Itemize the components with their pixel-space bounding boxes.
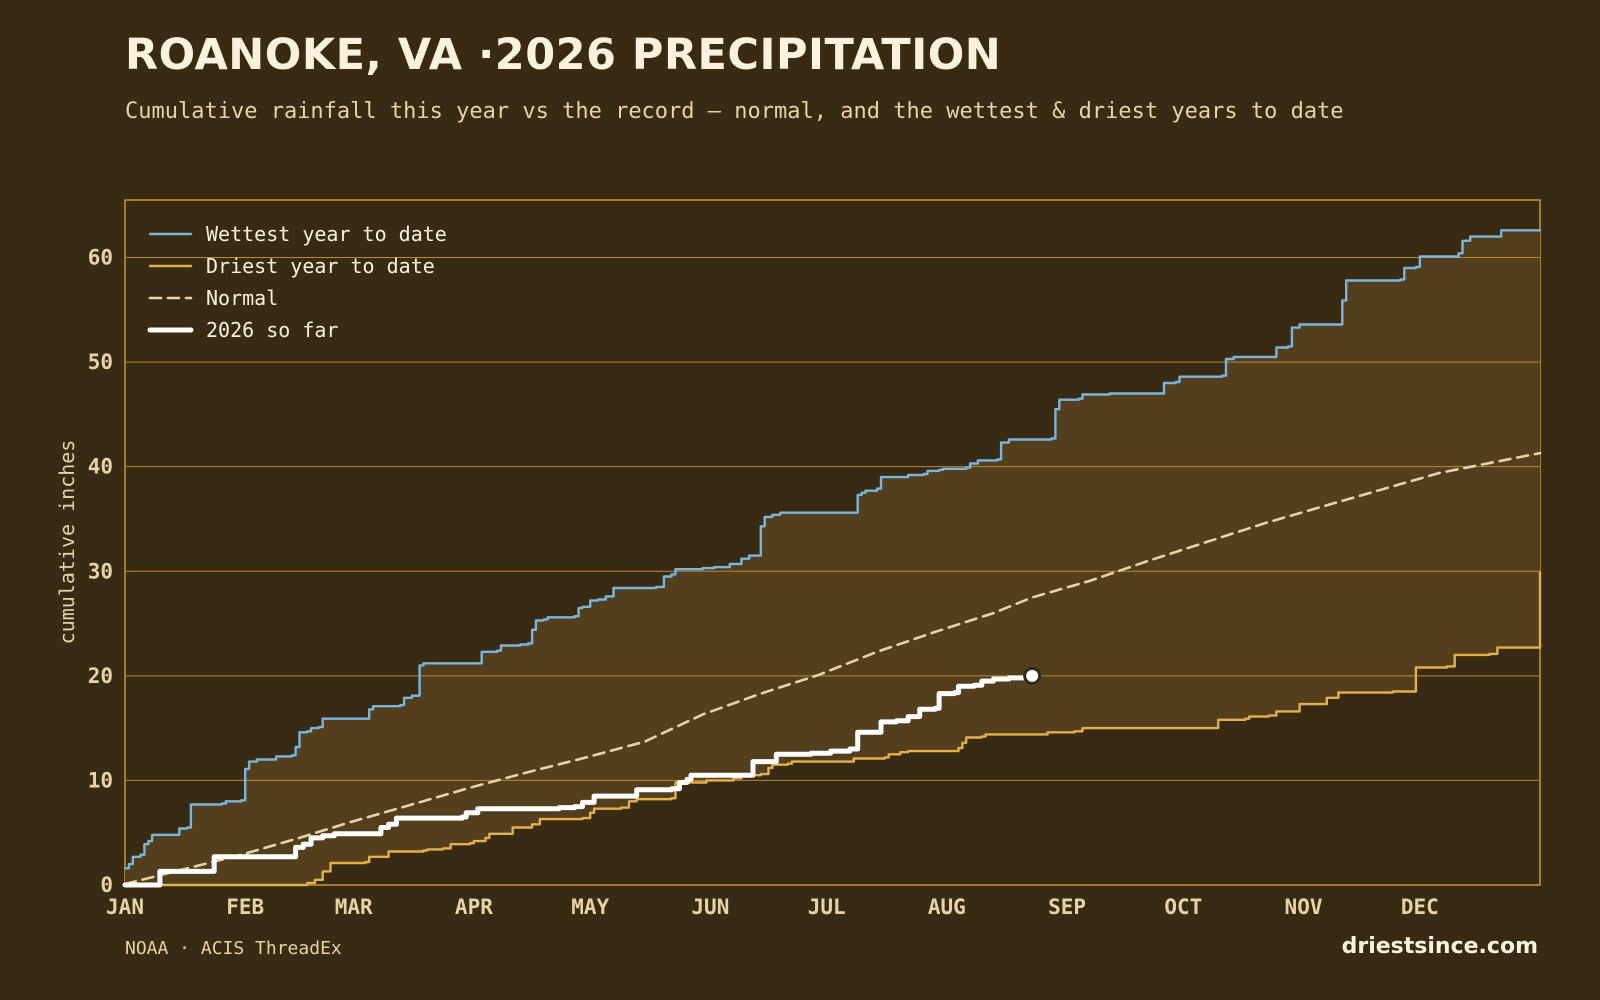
x-tick-label: OCT — [1164, 895, 1202, 919]
x-tick-label: JAN — [106, 895, 144, 919]
x-tick-label: APR — [455, 895, 493, 919]
legend-label: Wettest year to date — [206, 222, 447, 246]
current-value-marker — [1023, 666, 1042, 685]
legend-item: Driest year to date — [148, 254, 435, 278]
chart-subtitle: Cumulative rainfall this year vs the rec… — [125, 99, 1344, 124]
series-line-2026-so-far — [122, 673, 1035, 888]
source-credit: NOAA · ACIS ThreadEx — [125, 938, 342, 959]
series-line-wettest-year-to-date — [123, 229, 1542, 870]
legend-label: 2026 so far — [206, 318, 338, 342]
y-gridlines — [125, 257, 1540, 781]
legend: Wettest year to date Driest year to date N… — [147, 222, 447, 342]
x-tick-label: DEC — [1401, 895, 1439, 919]
x-tick-label: NOV — [1285, 895, 1323, 919]
wettest-driest-range-band — [125, 230, 1540, 886]
legend-label: Normal — [206, 286, 278, 310]
x-tick-label: JUN — [691, 895, 729, 919]
x-tick-label: MAY — [571, 895, 609, 919]
y-tick-label: 10 — [88, 768, 113, 792]
y-tick-label: 50 — [88, 350, 113, 374]
legend-item: Wettest year to date — [148, 222, 447, 246]
x-tick-label: SEP — [1048, 895, 1086, 919]
y-axis-label: cumulative inches — [55, 440, 79, 645]
x-tick-label: JUL — [808, 895, 846, 919]
y-tick-label: 60 — [88, 246, 113, 270]
legend-label: Driest year to date — [206, 254, 435, 278]
y-axis-ticks: 0 10 20 30 40 50 60 — [88, 246, 113, 897]
brand-link[interactable]: driestsince.com — [1341, 934, 1538, 959]
series-line-driest-year-to-date — [123, 571, 1542, 887]
series-line-normal — [123, 451, 1542, 886]
chart-title: ROANOKE, VA ·2026 PRECIPITATION — [125, 30, 1002, 80]
legend-item: Normal — [148, 286, 278, 310]
y-tick-label: 30 — [88, 559, 113, 583]
x-tick-label: FEB — [226, 895, 264, 919]
legend-item: 2026 so far — [147, 318, 338, 342]
y-tick-label: 0 — [100, 873, 113, 897]
x-tick-label: MAR — [335, 895, 373, 919]
series-layer — [122, 229, 1542, 888]
y-tick-label: 40 — [88, 455, 113, 479]
x-tick-label: AUG — [928, 895, 966, 919]
x-axis-ticks: JAN FEB MAR APR MAY JUN JUL AUG SEP OCT NOV DEC — [106, 895, 1439, 919]
y-tick-label: 20 — [88, 664, 113, 688]
